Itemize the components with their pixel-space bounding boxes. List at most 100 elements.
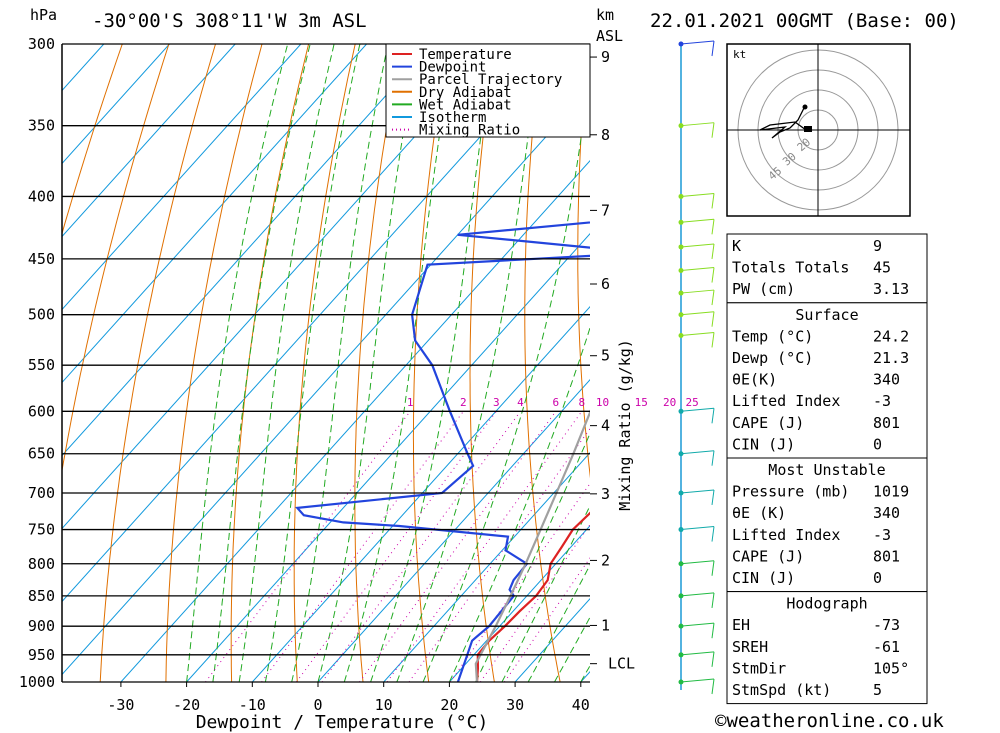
mixing-ratio-line — [449, 482, 590, 682]
index-label: Temp (°C) — [732, 327, 813, 345]
dry-adiabat-line — [230, 44, 310, 682]
isotherm-line — [62, 44, 367, 384]
km-tick-label: 4 — [601, 417, 610, 435]
wind-barb-staff — [680, 192, 715, 197]
hodograph-unit-label: kt — [733, 48, 746, 61]
pressure-tick-label: 750 — [28, 521, 55, 539]
pressure-tick-label: 500 — [28, 306, 55, 324]
wind-barb-feather — [711, 311, 715, 327]
table-section — [726, 591, 928, 705]
mixing-ratio-label: 2 — [460, 396, 467, 409]
wind-barb-staff — [680, 560, 715, 565]
wet-adiabat-line — [264, 44, 361, 682]
index-value: 0 — [873, 569, 882, 587]
wet-adiabat-line — [343, 44, 455, 682]
storm-motion-marker — [804, 126, 812, 132]
wet-adiabat-line — [186, 44, 289, 682]
wet-adiabat-line — [422, 70, 590, 682]
wind-barb-feather — [711, 267, 715, 283]
wind-barb-feather — [711, 332, 715, 348]
pressure-tick-label: 900 — [28, 617, 55, 635]
asl-unit-label: ASL — [596, 27, 624, 45]
index-label: CAPE (J) — [732, 547, 804, 565]
isotherm-line — [62, 44, 170, 165]
legend-label: Wet Adiabat — [419, 97, 512, 113]
temperature-tick-label: -10 — [239, 696, 266, 714]
copyright-footer: ©weatheronline.co.uk — [715, 710, 944, 732]
surface-section-title: Surface — [795, 306, 858, 324]
index-label: CIN (J) — [732, 435, 795, 453]
isotherm-line — [251, 306, 590, 682]
pressure-tick-label: 700 — [28, 484, 55, 502]
pressure-tick-label: 400 — [28, 187, 55, 205]
km-unit-label: km — [596, 6, 615, 24]
temperature-tick-label: 0 — [313, 696, 322, 714]
index-label: StmDir — [732, 659, 786, 677]
wind-barb-feather — [711, 193, 715, 209]
pressure-tick-label: 550 — [28, 356, 55, 374]
wind-barb-feather — [711, 678, 715, 695]
wind-barb-column — [678, 40, 715, 695]
wind-barb-feather — [711, 219, 715, 235]
index-label: CIN (J) — [732, 569, 795, 587]
wind-barb-staff — [680, 243, 715, 248]
index-value: 9 — [873, 237, 882, 255]
wind-barb-feather — [711, 40, 715, 57]
index-label: PW (cm) — [732, 280, 795, 298]
legend-label: Dewpoint — [419, 60, 486, 76]
wind-barb-feather — [711, 651, 715, 667]
index-value: -61 — [873, 638, 900, 656]
wet-adiabat-line — [212, 44, 311, 682]
wind-barb-feather — [711, 592, 715, 608]
pressure-tick-label: 450 — [28, 250, 55, 268]
wet-adiabat-line — [475, 432, 590, 682]
index-value: 340 — [873, 504, 900, 522]
wet-adiabat-line — [370, 44, 495, 682]
wind-barb-staff — [680, 122, 715, 127]
wind-barb-staff — [680, 651, 715, 656]
wind-barb-staff — [680, 331, 715, 336]
mixing-ratio-label: 1 — [407, 396, 414, 409]
dry-adiabat-line — [629, 44, 691, 682]
temperature-tick-label: 30 — [506, 696, 524, 714]
temperature-tick-label: 10 — [375, 696, 393, 714]
mixing-ratio-label: 4 — [517, 396, 524, 409]
pressure-tick-label: 300 — [28, 35, 55, 53]
legend-label: Dry Adiabat — [419, 85, 512, 101]
wind-barb-staff — [680, 267, 715, 272]
wind-barb-feather — [711, 489, 715, 506]
wind-barb-staff — [680, 218, 715, 223]
pressure-tick-label: 350 — [28, 117, 55, 135]
mixing-ratio-axis-title: Mixing Ratio (g/kg) — [616, 339, 634, 511]
km-tick-label: 7 — [601, 201, 610, 219]
index-label: θE (K) — [732, 504, 786, 522]
wind-barb-feather — [711, 623, 715, 639]
mixing-ratio-line — [205, 410, 411, 682]
km-tick-label: 3 — [601, 485, 610, 503]
lcl-label: LCL — [608, 655, 635, 673]
isotherm-line — [449, 525, 590, 682]
datetime-title: 22.01.2021 00GMT (Base: 00) — [650, 10, 959, 32]
index-label: StmSpd (kt) — [732, 681, 831, 699]
hodograph-section-title: Hodograph — [786, 595, 867, 613]
km-tick-label: 2 — [601, 551, 610, 569]
dry-adiabat-line — [99, 44, 216, 682]
pressure-unit-label: hPa — [30, 6, 58, 24]
mixing-ratio-label: 6 — [553, 396, 560, 409]
index-label: θE(K) — [732, 371, 777, 389]
wind-barb-staff — [680, 40, 715, 45]
wind-barb-staff — [680, 311, 715, 316]
location-title: -30°00'S 308°11'W 3m ASL — [92, 10, 367, 32]
wet-adiabat-line — [396, 44, 542, 682]
indices-table: K 9 Totals Totals 45 PW (cm) 3.13 Surface Temp … — [726, 233, 928, 705]
index-label: Lifted Index — [732, 392, 840, 410]
index-value: 0 — [873, 435, 882, 453]
isotherm-line — [317, 379, 590, 682]
most-unstable-section-title: Most Unstable — [768, 461, 885, 479]
mixing-ratio-line — [359, 411, 557, 682]
index-value: 21.3 — [873, 349, 909, 367]
km-tick-label: 1 — [601, 616, 610, 634]
index-value: 105° — [873, 659, 909, 677]
pressure-tick-label: 950 — [28, 646, 55, 664]
